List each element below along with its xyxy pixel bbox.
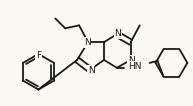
Text: HN: HN — [128, 62, 141, 71]
Text: F: F — [36, 51, 41, 60]
Text: N: N — [88, 66, 94, 75]
Text: N: N — [84, 38, 91, 47]
Text: N: N — [128, 56, 135, 65]
Text: N: N — [114, 29, 121, 38]
